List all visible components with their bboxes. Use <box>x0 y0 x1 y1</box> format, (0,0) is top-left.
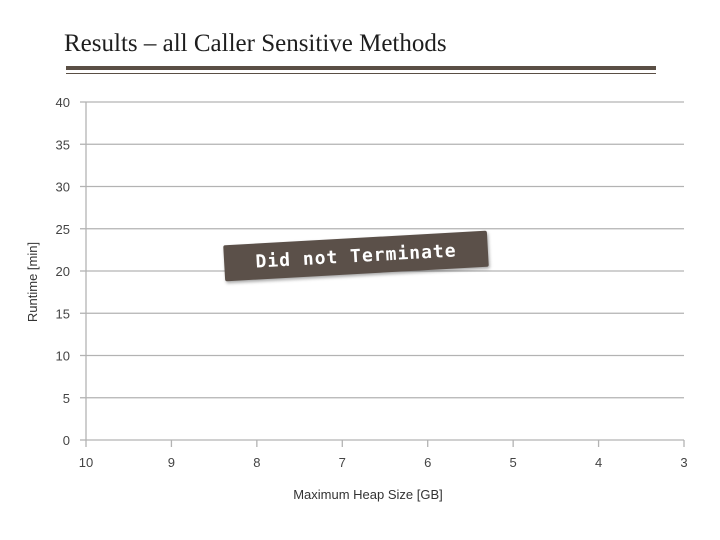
y-tick-labels: 0 5 10 15 20 25 30 35 40 <box>56 95 70 448</box>
y-tick-label: 5 <box>63 391 70 406</box>
y-tick-label: 35 <box>56 137 70 152</box>
x-tick-label: 10 <box>79 455 93 470</box>
x-tick-label: 4 <box>595 455 602 470</box>
y-tick-label: 0 <box>63 433 70 448</box>
x-axis-title: Maximum Heap Size [GB] <box>293 487 443 502</box>
x-tick-labels: 10 9 8 7 6 5 4 3 <box>79 455 688 470</box>
x-tick-label: 3 <box>680 455 687 470</box>
x-tick-label: 6 <box>424 455 431 470</box>
y-tick-label: 30 <box>56 180 70 195</box>
y-tick-label: 15 <box>56 306 70 321</box>
x-tick-label: 9 <box>168 455 175 470</box>
x-tick-label: 5 <box>510 455 517 470</box>
y-axis-title: Runtime [min] <box>25 242 40 322</box>
y-tick-label: 25 <box>56 222 70 237</box>
y-tick-label: 10 <box>56 349 70 364</box>
slide-title: Results – all Caller Sensitive Methods <box>64 30 447 57</box>
y-tick-label: 40 <box>56 95 70 110</box>
title-rule-thin <box>66 73 656 74</box>
grid-layer <box>86 101 684 399</box>
x-tick-label: 7 <box>339 455 346 470</box>
x-tick-label: 8 <box>253 455 260 470</box>
y-tick-label: 20 <box>56 264 70 279</box>
title-rule-thick <box>66 66 656 70</box>
axis-layer <box>80 101 685 447</box>
